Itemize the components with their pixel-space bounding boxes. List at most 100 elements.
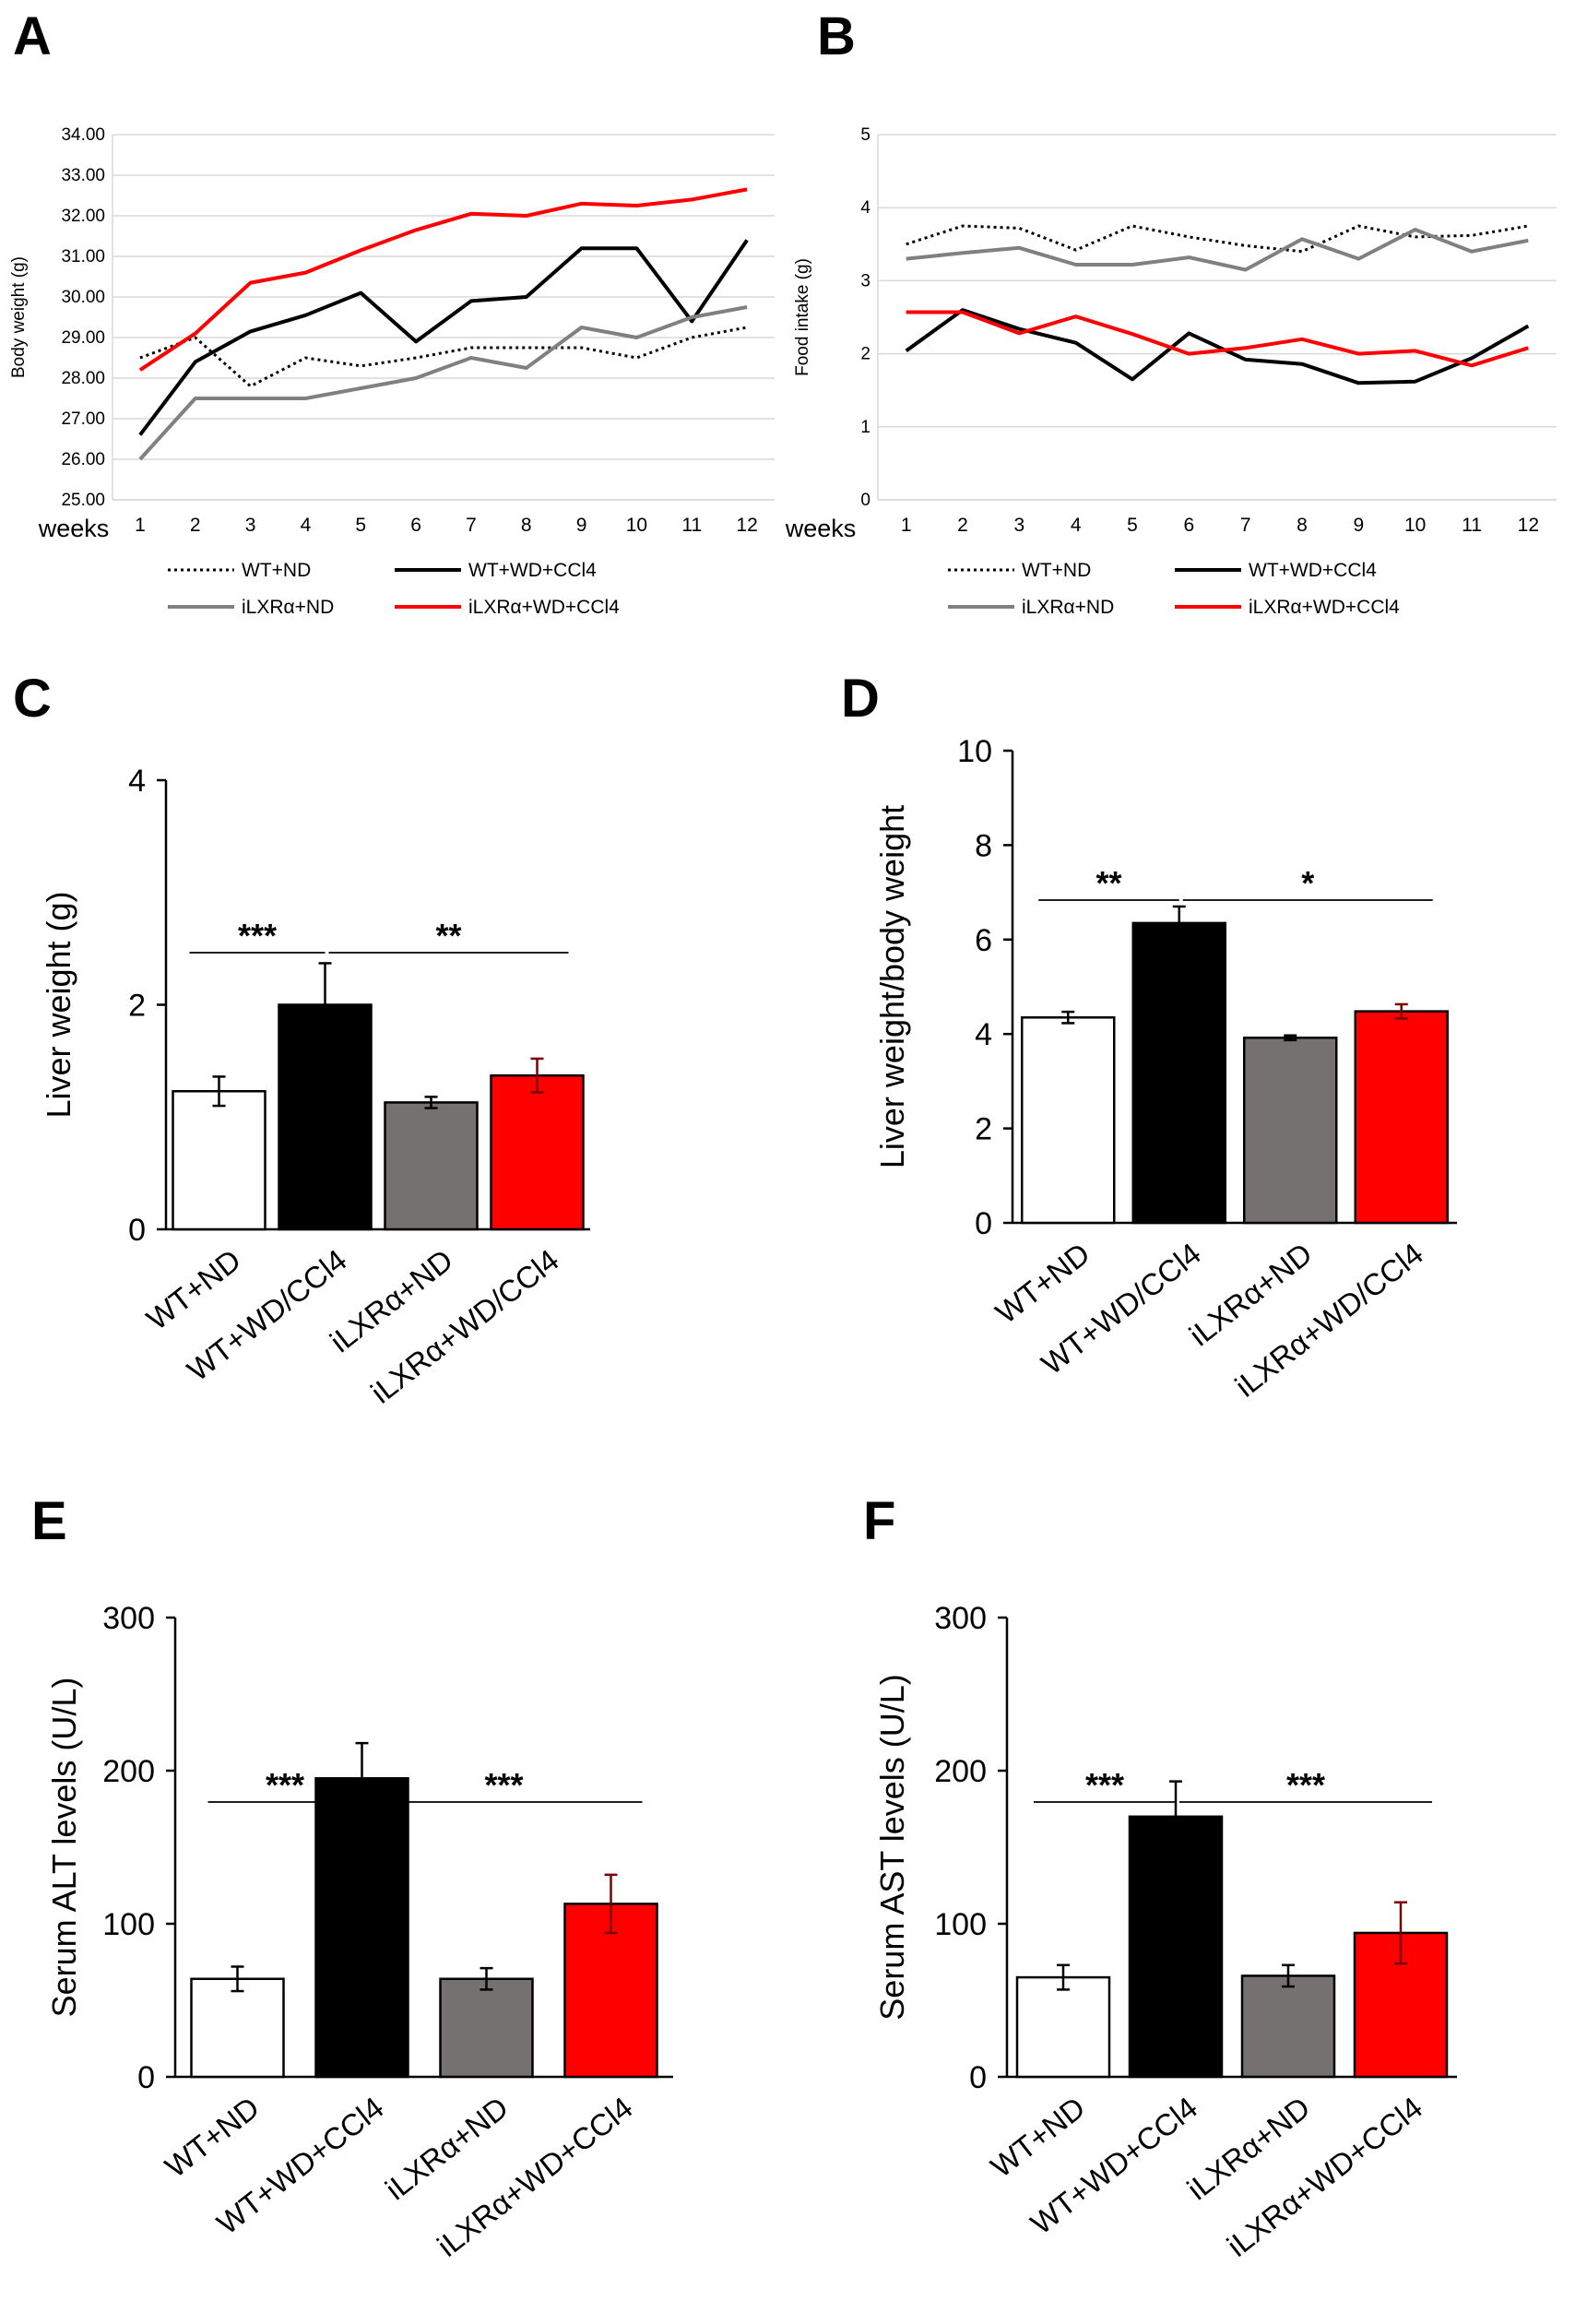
series-line [138,239,749,436]
series-line [138,187,748,372]
chart-c-liver-weight: 0 2 4 Liver weight (g) WT+ND WT+WD/CCl4 iLXRα+… [0,729,784,1466]
y-tick-label: 4 [860,198,870,218]
bar [439,1977,534,2079]
y-tick-label: 0 [860,491,870,510]
y-axis-title: Liver weight/body weight [873,805,911,1168]
series-line [138,305,748,461]
y-tick-label: 300 [934,1601,987,1636]
x-axis-title: weeks [38,515,110,542]
significance-marker: ** [435,917,461,954]
y-tick-label: 2 [860,345,870,364]
series-line [139,326,748,388]
y-tick-label: 200 [102,1754,155,1789]
x-tick-label: 5 [1127,515,1138,536]
x-tick-label: 5 [355,515,366,536]
panel-label-a: A [13,6,52,66]
y-tick-label: 28.00 [61,369,105,388]
y-tick-label: 300 [102,1601,155,1636]
y-tick-label: 0 [969,2060,987,2095]
significance-marker: *** [1286,1766,1325,1804]
y-axis-title: Serum ALT levels (U/L) [45,1678,83,2018]
y-axis-title: Serum AST levels (U/L) [873,1674,911,2020]
series-line [906,228,1529,272]
significance-marker: *** [484,1766,523,1804]
chart-d-liver-body-ratio: 0 2 4 6 8 10 Liver weight/body weight WT+ND WT+W… [811,710,1575,1466]
series-line [906,224,1529,254]
y-tick-label: 8 [975,828,992,863]
chart-b-food-intake: 0 1 2 3 4 5 1 2 3 4 5 6 7 8 9 10 11 12 weeks Food intake (g… [784,111,1575,636]
x-tick-label: 3 [245,515,256,536]
bar [172,1089,266,1231]
legend-label: iLXRα+WD+CCl4 [468,597,620,618]
series-line [906,310,1529,368]
x-tick-label: WT+ND [984,2090,1091,2184]
y-tick-label: 27.00 [61,409,105,429]
bar [490,1073,585,1231]
x-tick-label: 10 [626,515,647,536]
y-tick-label: 100 [102,1907,155,1942]
y-tick-label: 5 [860,125,870,145]
y-tick-label: 0 [975,1206,992,1241]
x-axis-title: weeks [785,515,857,542]
y-axis-title: Food intake (g) [793,258,812,376]
x-tick-label: 9 [576,515,587,536]
x-tick-label: 11 [1462,515,1482,536]
bar [1240,1974,1336,2079]
x-tick-label: 1 [901,515,912,536]
panel-label-f: F [863,1491,896,1551]
y-tick-label: 29.00 [61,328,105,348]
y-tick-label: 4 [975,1017,992,1052]
y-tick-label: 100 [934,1907,987,1942]
panel-label-d: D [841,669,880,729]
y-tick-label: 2 [128,989,146,1024]
legend-label: WT+ND [242,560,311,581]
x-tick-label: 6 [410,515,421,536]
chart-e-serum-alt: 0 100 200 300 Serum ALT levels (U/L) WT+ND WT+… [0,1568,793,2324]
legend-label: WT+WD+CCl4 [1249,560,1377,581]
y-tick-label: 34.00 [61,125,105,145]
y-tick-label: 26.00 [61,450,105,469]
x-tick-label: 4 [1071,515,1082,536]
panel-label-c: C [13,669,52,729]
legend-label: iLXRα+ND [1022,597,1114,618]
y-tick-label: 25.00 [61,491,105,510]
panel-label-e: E [31,1491,67,1551]
y-tick-label: 30.00 [61,288,105,307]
x-tick-label: 2 [190,515,201,536]
y-tick-label: 2 [975,1112,992,1147]
body-weight-line-chart: 25.00 26.00 27.00 28.00 29.00 30.00 31.00 32.00… [9,125,775,618]
y-tick-label: 10 [957,734,992,769]
x-tick-label: 10 [1404,515,1426,536]
chart-a-body-weight: 25.00 26.00 27.00 28.00 29.00 30.00 31.00 32.00… [0,111,793,636]
y-axis-title: Body weight (g) [9,256,29,378]
y-tick-label: 4 [128,764,146,799]
y-axis-title: Liver weight (g) [40,891,77,1118]
bar [1015,1975,1111,2079]
x-tick-label: 12 [736,515,757,536]
bar [1354,1010,1449,1225]
x-tick-label: WT+ND [989,1236,1096,1330]
y-tick-label: 0 [137,2060,155,2095]
y-tick-label: 0 [128,1213,146,1248]
y-tick-label: 31.00 [61,247,105,267]
bar [384,1101,479,1231]
x-tick-label: 8 [1297,515,1308,536]
x-tick-label: iLXRα+WD/CCl4 [1228,1236,1429,1403]
significance-marker: * [1301,864,1314,902]
y-tick-label: 200 [934,1754,987,1789]
y-tick-label: 6 [975,923,992,958]
legend-label: iLXRα+ND [242,597,334,618]
legend-label: WT+WD+CCl4 [468,560,597,581]
chart-f-serum-ast: 0 100 200 300 Serum AST levels (U/L) WT+ND WT+… [811,1568,1575,2324]
bar [190,1977,285,2079]
x-tick-label: iLXRα+WD+CCl4 [1221,2090,1429,2263]
y-tick-label: 33.00 [61,166,105,185]
x-tick-label: iLXRα+WD/CCl4 [364,1242,565,1409]
panel-label-b: B [817,6,856,66]
x-tick-label: 1 [135,515,146,536]
bar [314,1777,409,2079]
x-tick-label: 2 [957,515,968,536]
